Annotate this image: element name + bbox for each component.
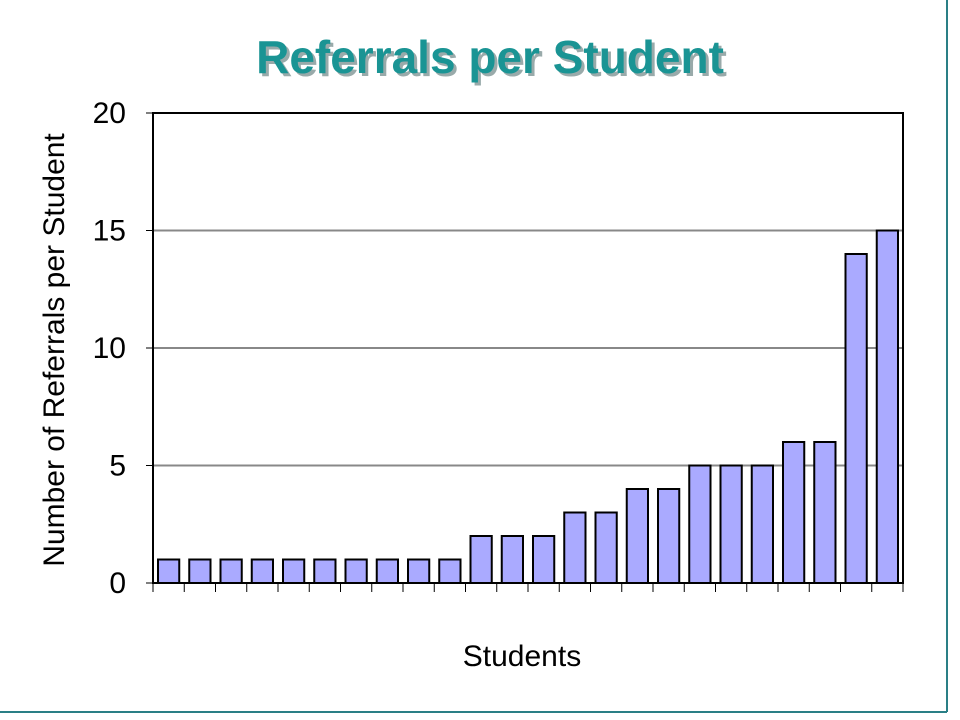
y-tick-label: 15 [93,214,126,247]
bar [750,464,774,584]
bar [219,558,243,584]
bar [313,558,337,584]
chart-title-shadow: Referrals per Student [259,34,727,86]
bar [438,558,462,584]
bar [375,558,399,584]
y-axis-label: Number of Referrals per Student [38,133,71,567]
y-tick-label: 0 [109,567,126,600]
y-tick-label: 20 [93,97,126,130]
bar [532,535,556,584]
y-tick-label: 10 [93,332,126,365]
bar [688,464,712,584]
bar [563,511,587,584]
y-tick-label: 5 [109,449,126,482]
bar [469,535,493,584]
bar [500,535,524,584]
bar [844,253,868,584]
bar [250,558,274,584]
bar [719,464,743,584]
bar [157,558,181,584]
bar [188,558,212,584]
bar [282,558,306,584]
x-axis-label: Students [463,640,581,673]
bar [625,488,649,584]
bar [782,441,806,584]
bar [344,558,368,584]
bar [594,511,618,584]
bar [813,441,837,584]
bar [407,558,431,584]
bar [657,488,681,584]
bar [875,229,899,584]
chart-title: Referrals per Student [256,31,724,83]
